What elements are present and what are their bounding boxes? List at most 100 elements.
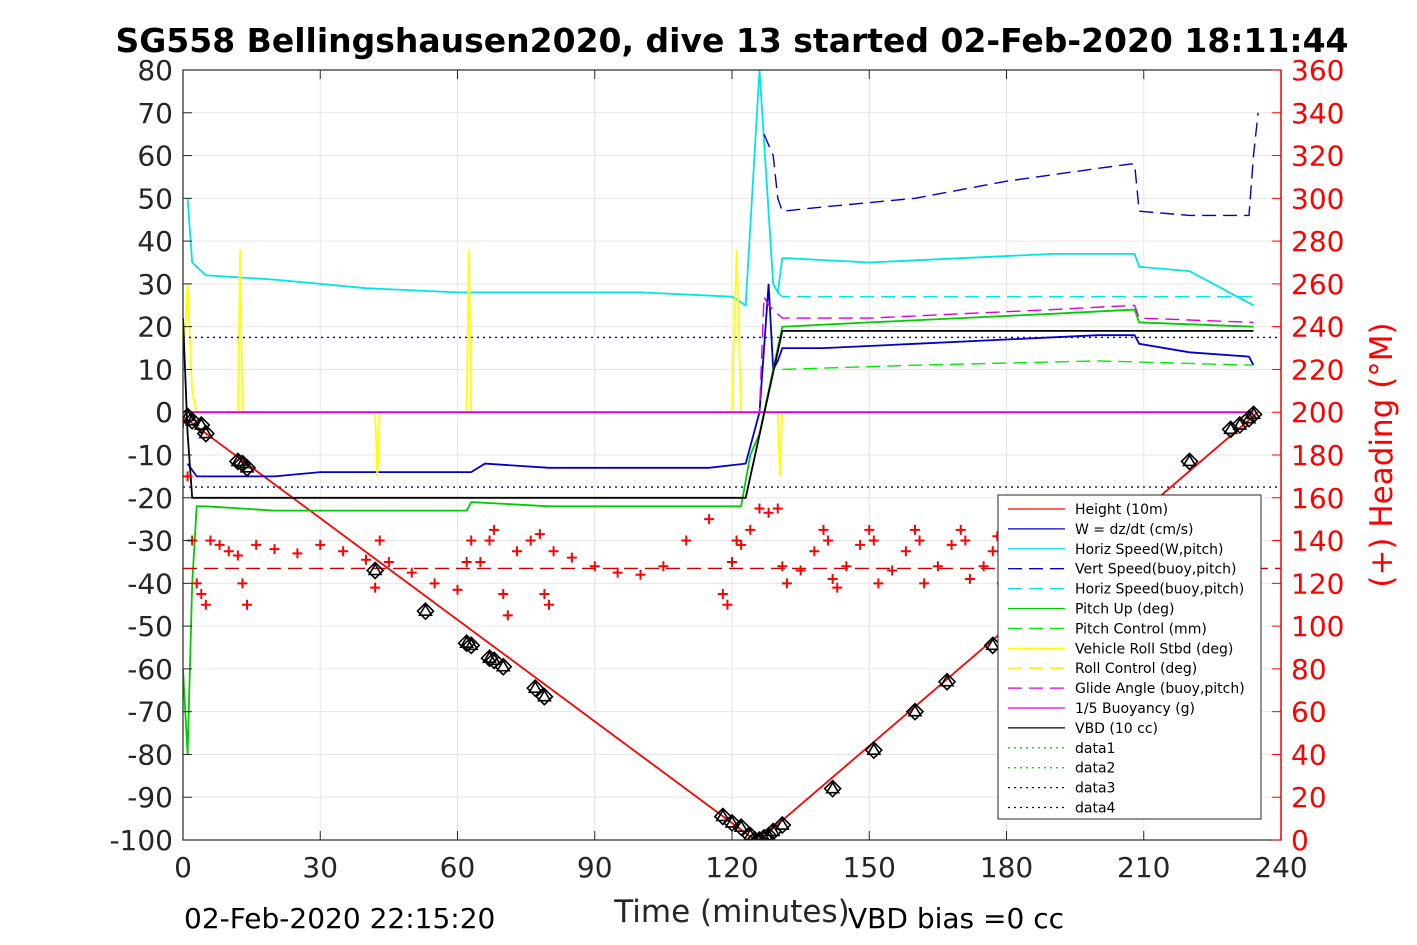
y-tick-label: 70 — [137, 97, 173, 130]
heading-marker — [722, 599, 733, 610]
legend-label: 1/5 Buoyancy (g) — [1075, 701, 1195, 717]
y2-tick-label: 220 — [1291, 353, 1344, 386]
legend-label: Horiz Speed(W,pitch) — [1075, 542, 1223, 558]
y2-tick-label: 200 — [1291, 396, 1344, 429]
heading-marker — [361, 554, 371, 565]
y2-tick-label: 300 — [1291, 182, 1344, 215]
heading-marker — [452, 584, 463, 595]
y2-tick-label: 360 — [1291, 54, 1344, 87]
depth-marker — [237, 458, 257, 477]
y2-tick-label: 180 — [1291, 439, 1344, 472]
legend-label: data3 — [1075, 781, 1115, 797]
heading-marker — [717, 589, 728, 600]
y-tick-label: 30 — [137, 268, 173, 301]
series-horiz-speed-w-pitch — [186, 70, 1254, 307]
legend-label: Glide Angle (buoy,pitch) — [1075, 681, 1245, 697]
y2-tick-label: 140 — [1291, 525, 1344, 558]
heading-marker — [484, 535, 495, 546]
depth-marker — [1180, 452, 1199, 471]
heading-marker — [196, 589, 207, 600]
y2-tick-label: 60 — [1291, 696, 1327, 729]
x-tick-label: 60 — [440, 851, 476, 884]
y-tick-label: -70 — [127, 696, 173, 729]
heading-marker — [855, 539, 866, 550]
heading-marker — [200, 599, 211, 610]
heading-marker — [964, 574, 975, 585]
depth-marker — [937, 672, 957, 691]
heading-marker — [960, 535, 971, 546]
legend-label: data2 — [1075, 761, 1115, 777]
depth-marker — [526, 679, 545, 698]
y2-tick-label: 100 — [1291, 610, 1344, 643]
heading-marker — [383, 556, 394, 567]
tick-labels: 0 30 60 90 120 150 180 210 24080706050403020100-… — [109, 54, 1344, 884]
heading-marker — [539, 589, 550, 600]
heading-marker — [548, 546, 559, 557]
heading-marker — [338, 546, 349, 557]
heading-marker — [754, 503, 765, 514]
depth-marker — [196, 424, 216, 443]
y-tick-label: -50 — [127, 610, 173, 643]
y2-tick-label: 240 — [1291, 311, 1344, 344]
heading-marker — [544, 599, 554, 610]
legend-label: VBD (10 cc) — [1075, 721, 1158, 737]
heading-marker — [919, 578, 930, 589]
heading-marker — [955, 524, 966, 535]
y2-tick-label: 340 — [1291, 97, 1344, 130]
depth-marker — [416, 602, 435, 621]
series-layer — [183, 70, 1281, 840]
chart-title: SG558 Bellingshausen2020, dive 13 starte… — [115, 21, 1348, 60]
depth-marker — [535, 687, 554, 706]
y-tick-label: -30 — [127, 525, 173, 558]
legend-label: Horiz Speed(buoy,pitch) — [1075, 582, 1244, 598]
legend-label: data4 — [1075, 801, 1116, 817]
y-tick-label: 50 — [137, 182, 173, 215]
series-vbd-10-cc — [183, 318, 1254, 499]
footer-vbd-bias: VBD bias =0 cc — [848, 902, 1064, 935]
legend-label: Height (10m) — [1075, 502, 1168, 518]
heading-marker — [868, 535, 879, 546]
depth-marker — [713, 807, 732, 826]
heading-marker — [827, 574, 838, 585]
heading-marker — [502, 610, 513, 621]
y-tick-label: -80 — [127, 738, 173, 771]
legend-label: Vert Speed(buoy,pitch) — [1075, 562, 1237, 578]
heading-marker — [370, 582, 381, 593]
x-tick-label: 120 — [705, 851, 758, 884]
legend-label: Pitch Control (mm) — [1075, 621, 1207, 637]
heading-marker — [232, 550, 243, 561]
y2-axis-label: (+) Heading (°M) — [1364, 322, 1400, 587]
heading-marker — [315, 539, 326, 550]
x-axis-label: Time (minutes) — [613, 894, 849, 930]
y2-tick-label: 0 — [1291, 824, 1309, 857]
y2-tick-label: 160 — [1291, 482, 1344, 515]
legend-label: Vehicle Roll Stbd (deg) — [1075, 641, 1233, 657]
heading-marker — [900, 546, 911, 557]
heading-marker — [727, 556, 737, 567]
heading-marker — [914, 535, 925, 546]
heading-marker — [772, 503, 783, 514]
legend-label: Roll Control (deg) — [1075, 661, 1197, 677]
y2-tick-label: 120 — [1291, 567, 1344, 600]
depth-marker — [773, 815, 792, 835]
x-tick-label: 150 — [843, 851, 896, 884]
footer-timestamp: 02-Feb-2020 22:15:20 — [184, 902, 495, 935]
y-tick-label: 40 — [137, 225, 173, 258]
heading-marker — [681, 535, 692, 546]
x-tick-label: 210 — [1117, 851, 1170, 884]
heading-marker — [242, 599, 253, 610]
depth-marker — [722, 813, 742, 833]
depth-marker — [864, 741, 883, 760]
y2-tick-label: 260 — [1291, 268, 1344, 301]
y-tick-label: 20 — [137, 311, 173, 344]
heading-marker — [887, 565, 898, 576]
legend-label: W = dz/dt (cm/s) — [1075, 522, 1194, 538]
y-tick-label: 80 — [137, 54, 173, 87]
depth-marker — [1244, 405, 1263, 424]
depth-marker — [484, 651, 504, 670]
heading-marker — [191, 578, 202, 589]
y-tick-label: -20 — [127, 482, 173, 515]
heading-marker — [809, 546, 820, 557]
depth-marker — [462, 636, 481, 655]
depth-marker — [905, 702, 925, 721]
